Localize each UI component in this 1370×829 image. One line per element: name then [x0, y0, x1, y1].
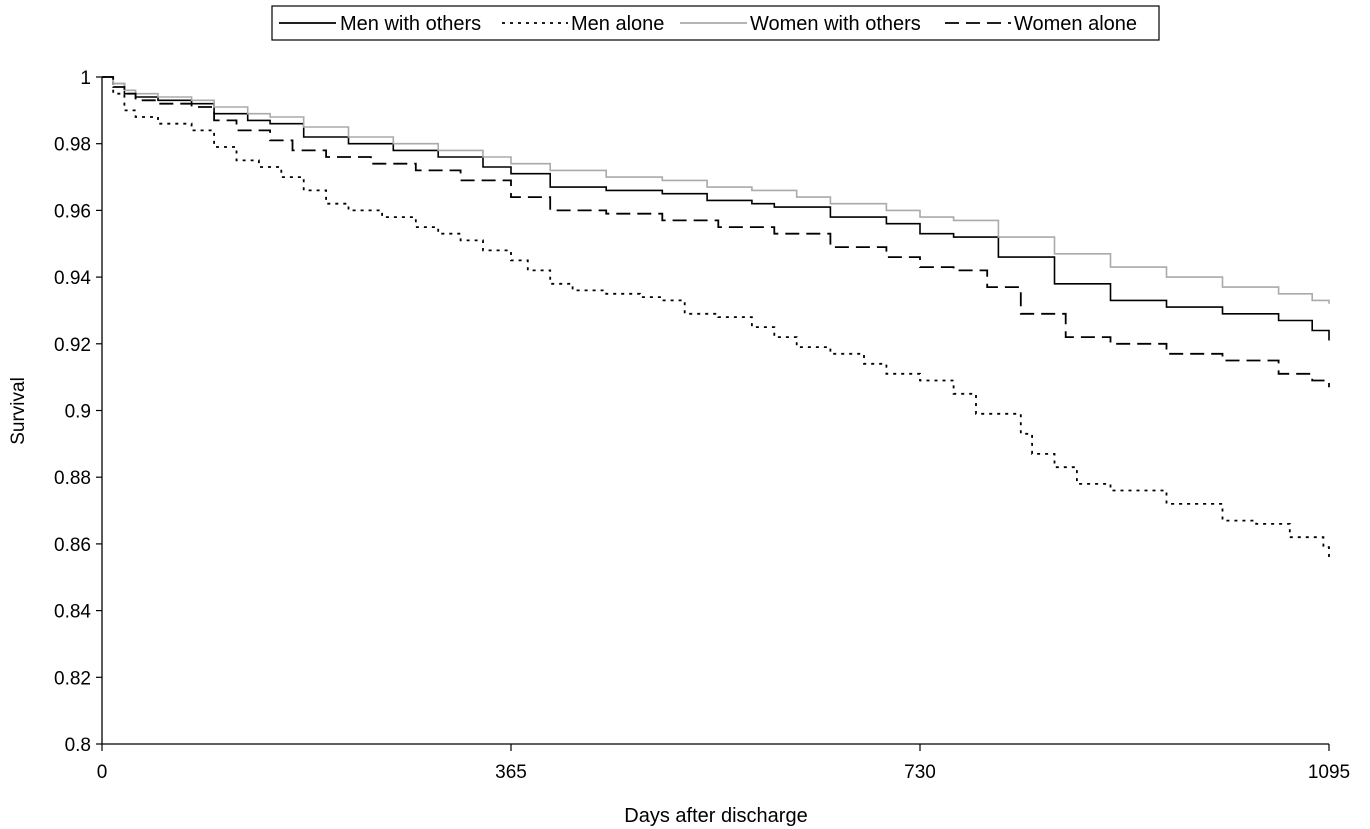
y-tick-label: 0.96: [54, 201, 91, 222]
y-tick-label: 0.94: [54, 268, 91, 289]
y-tick-label: 0.9: [65, 402, 91, 423]
x-tick-label: 730: [904, 762, 936, 783]
legend-label: Men alone: [571, 13, 664, 35]
legend-label: Men with others: [340, 13, 481, 35]
y-tick-label: 0.88: [54, 468, 91, 489]
plot-area: 0.80.820.840.860.880.90.920.940.960.9810…: [54, 68, 1350, 783]
y-tick-label: 0.98: [54, 135, 91, 156]
legend: Men with others Men alone Women with other…: [271, 5, 1160, 41]
series-line-2: [102, 76, 1330, 304]
y-axis-title: Survival: [8, 377, 29, 445]
x-tick-label: 365: [495, 762, 527, 783]
series-line-3: [102, 76, 1330, 388]
y-tick-label: 0.86: [54, 535, 91, 556]
series-line-0: [102, 76, 1330, 341]
y-tick-label: 1: [80, 68, 91, 89]
y-tick-label: 0.84: [54, 602, 91, 623]
y-tick-label: 0.82: [54, 668, 91, 689]
y-tick-label: 0.92: [54, 335, 91, 356]
x-tick-label: 1095: [1308, 762, 1350, 783]
legend-label: Women alone: [1014, 13, 1137, 35]
x-axis-title: Days after discharge: [624, 805, 807, 827]
legend-label: Women with others: [750, 13, 921, 35]
y-tick-label: 0.8: [65, 735, 91, 756]
x-tick-label: 0: [97, 762, 108, 783]
series-line-1: [102, 76, 1330, 561]
